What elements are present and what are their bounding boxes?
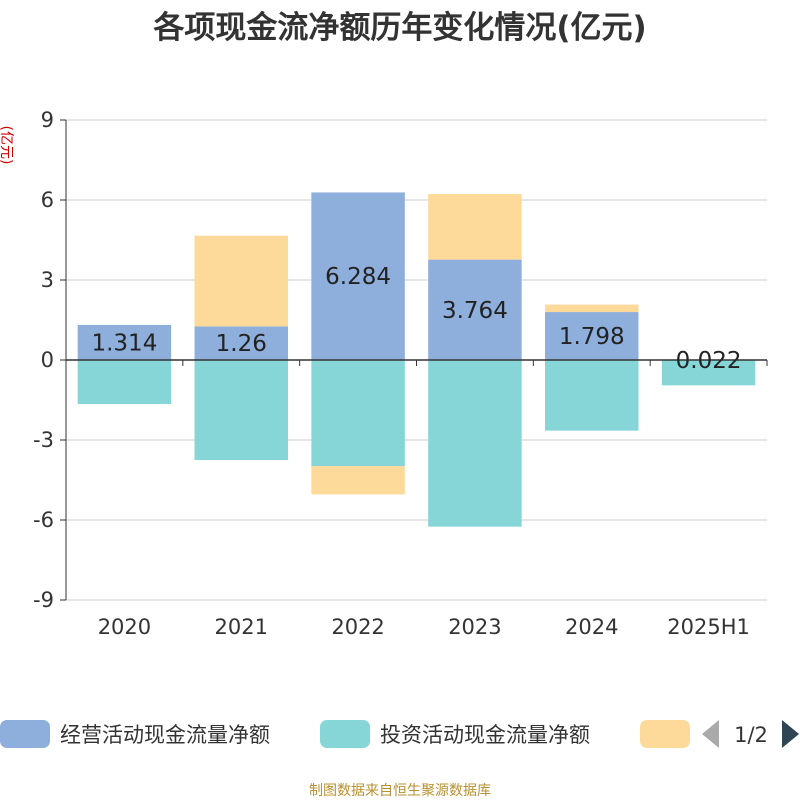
- x-tick-label: 2025H1: [667, 615, 750, 639]
- legend-swatch-2: [320, 720, 370, 748]
- bar-series-1: [428, 259, 522, 360]
- bar-series-2: [194, 360, 288, 460]
- x-tick-label: 2023: [448, 615, 501, 639]
- bar-series-2: [428, 360, 522, 527]
- x-tick-label: 2024: [565, 615, 618, 639]
- bar-series-3: [428, 194, 522, 260]
- bar-series-3: [545, 304, 639, 313]
- data-label: 1.798: [559, 324, 625, 350]
- bar-series-1: [311, 192, 405, 360]
- data-label: 1.314: [91, 330, 157, 356]
- y-tick-label: 6: [41, 188, 54, 212]
- y-tick-label: -9: [33, 588, 54, 612]
- y-axis-unit-label: (亿元): [0, 126, 14, 165]
- data-label: 6.284: [325, 264, 391, 290]
- bar-series-2: [545, 360, 639, 431]
- y-tick-label: 3: [41, 268, 54, 292]
- legend-page-indicator: 1/2: [734, 723, 768, 747]
- legend-swatch-1: [0, 720, 50, 748]
- data-label: 3.764: [442, 298, 508, 324]
- y-tick-label: 0: [41, 348, 54, 372]
- legend-label-2: 投资活动现金流量净额: [380, 723, 590, 747]
- data-label: 1.26: [216, 331, 267, 357]
- data-source-footer: 制图数据来自恒生聚源数据库: [309, 783, 491, 799]
- y-tick-label: -3: [33, 428, 54, 452]
- grid-lines: [66, 119, 767, 601]
- legend-label-1: 经营活动现金流量净额: [60, 723, 270, 747]
- triangle-right-icon[interactable]: [782, 720, 799, 748]
- data-labels: 1.314 1.26 6.284 3.764 1.798 0.022: [91, 264, 741, 374]
- bars: [77, 192, 756, 527]
- x-tick-label: 2021: [215, 615, 268, 639]
- triangle-left-icon[interactable]: [702, 720, 719, 748]
- bar-series-2: [311, 360, 405, 467]
- bar-series-1: [194, 326, 288, 360]
- chart-title: 各项现金流净额历年变化情况(亿元): [152, 10, 646, 46]
- x-tick-label: 2020: [98, 615, 151, 639]
- x-tick-label: 2022: [331, 615, 384, 639]
- bar-series-1: [545, 312, 639, 360]
- y-tick-label: 9: [41, 108, 54, 132]
- legend-swatch-3: [640, 720, 690, 748]
- legend: 经营活动现金流量净额 投资活动现金流量净额 1/2: [0, 720, 799, 748]
- bar-series-1: [77, 324, 172, 360]
- axes: 9 6 3 0 -3 -6 -9 2020 2021 2022 2023 2024 2025H1: [33, 108, 768, 639]
- bar-series-2: [77, 360, 172, 404]
- y-tick-label: -6: [33, 508, 54, 532]
- bar-series-2: [661, 360, 756, 386]
- bar-series-3: [311, 466, 405, 495]
- data-label: 0.022: [676, 348, 742, 374]
- bar-series-3: [194, 235, 288, 327]
